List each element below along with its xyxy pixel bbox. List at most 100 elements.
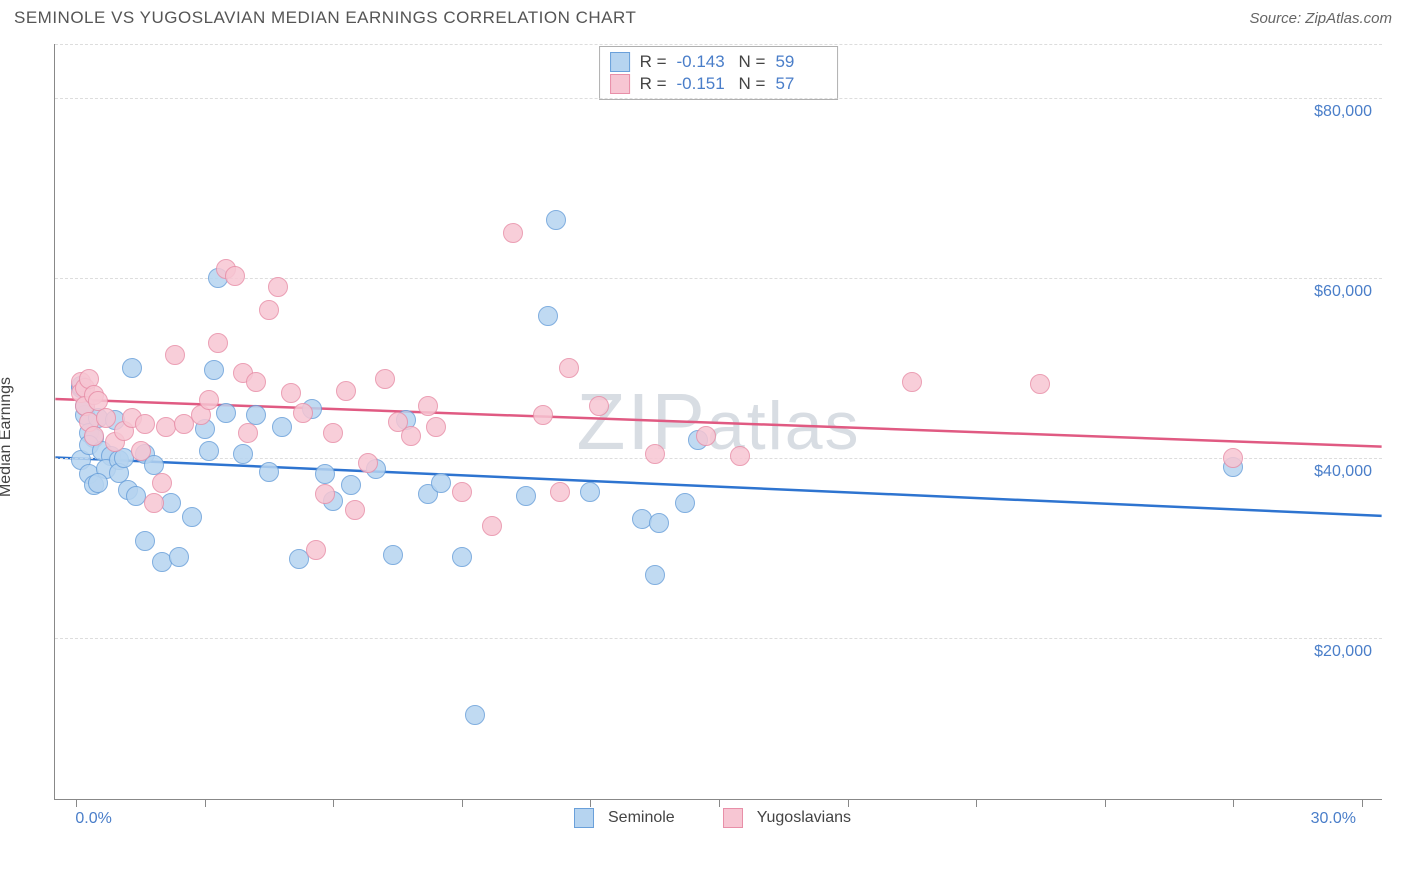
data-point xyxy=(358,453,378,473)
data-point xyxy=(88,473,108,493)
data-point xyxy=(152,473,172,493)
data-point xyxy=(131,441,151,461)
data-point xyxy=(550,482,570,502)
data-point xyxy=(122,358,142,378)
data-point xyxy=(1030,374,1050,394)
x-tick xyxy=(976,799,977,807)
data-point xyxy=(401,426,421,446)
y-tick-label: $60,000 xyxy=(1314,283,1372,301)
data-point xyxy=(293,403,313,423)
data-point xyxy=(649,513,669,533)
data-point xyxy=(546,210,566,230)
data-point xyxy=(902,372,922,392)
data-point xyxy=(482,516,502,536)
data-point xyxy=(383,545,403,565)
data-point xyxy=(452,547,472,567)
x-tick xyxy=(1233,799,1234,807)
data-point xyxy=(315,464,335,484)
data-point xyxy=(306,540,326,560)
data-point xyxy=(272,417,292,437)
x-tick xyxy=(1362,799,1363,807)
data-point xyxy=(225,266,245,286)
legend-swatch-2 xyxy=(723,808,743,828)
plot-area: ZIPatlas R = -0.143 N = 59 R = -0.151 N … xyxy=(54,44,1382,800)
data-point xyxy=(589,396,609,416)
data-point xyxy=(161,493,181,513)
gridline xyxy=(55,278,1382,279)
y-tick-label: $20,000 xyxy=(1314,643,1372,661)
gridline xyxy=(55,458,1382,459)
data-point xyxy=(259,300,279,320)
n-label: N = xyxy=(739,52,766,72)
data-point xyxy=(216,403,236,423)
data-point xyxy=(341,475,361,495)
data-point xyxy=(84,426,104,446)
data-point xyxy=(559,358,579,378)
data-point xyxy=(259,462,279,482)
gridline xyxy=(55,638,1382,639)
y-axis-label: Median Earnings xyxy=(0,377,15,497)
data-point xyxy=(323,423,343,443)
correlation-stats-box: R = -0.143 N = 59 R = -0.151 N = 57 xyxy=(599,46,839,100)
data-point xyxy=(375,369,395,389)
data-point xyxy=(165,345,185,365)
legend-label-1: Seminole xyxy=(608,809,675,827)
data-point xyxy=(281,383,301,403)
y-tick-label: $40,000 xyxy=(1314,463,1372,481)
stats-row-1: R = -0.143 N = 59 xyxy=(610,51,828,73)
data-point xyxy=(465,705,485,725)
data-point xyxy=(246,372,266,392)
r-label: R = xyxy=(640,52,667,72)
source-attribution: Source: ZipAtlas.com xyxy=(1249,10,1392,27)
x-tick xyxy=(205,799,206,807)
data-point xyxy=(645,565,665,585)
data-point xyxy=(208,333,228,353)
r-label: R = xyxy=(640,74,667,94)
data-point xyxy=(135,531,155,551)
data-point xyxy=(345,500,365,520)
x-tick xyxy=(462,799,463,807)
watermark: ZIPatlas xyxy=(576,376,860,468)
series1-r-value: -0.143 xyxy=(677,52,729,72)
x-tick xyxy=(590,799,591,807)
data-point xyxy=(336,381,356,401)
data-point xyxy=(645,444,665,464)
data-point xyxy=(315,484,335,504)
data-point xyxy=(199,390,219,410)
x-tick xyxy=(76,799,77,807)
x-tick xyxy=(719,799,720,807)
series2-n-value: 57 xyxy=(775,74,827,94)
data-point xyxy=(431,473,451,493)
legend-label-2: Yugoslavians xyxy=(757,809,851,827)
data-point xyxy=(503,223,523,243)
series1-n-value: 59 xyxy=(775,52,827,72)
data-point xyxy=(696,426,716,446)
series2-r-value: -0.151 xyxy=(677,74,729,94)
data-point xyxy=(233,444,253,464)
data-point xyxy=(204,360,224,380)
data-point xyxy=(169,547,189,567)
data-point xyxy=(730,446,750,466)
data-point xyxy=(452,482,472,502)
data-point xyxy=(418,396,438,416)
data-point xyxy=(246,405,266,425)
series2-swatch xyxy=(610,74,630,94)
x-axis-min-label: 0.0% xyxy=(75,810,111,828)
x-tick xyxy=(1105,799,1106,807)
data-point xyxy=(516,486,536,506)
y-tick-label: $80,000 xyxy=(1314,103,1372,121)
data-point xyxy=(538,306,558,326)
x-tick xyxy=(848,799,849,807)
chart-container: Median Earnings ZIPatlas R = -0.143 N = … xyxy=(14,32,1392,842)
data-point xyxy=(144,493,164,513)
legend: Seminole Yugoslavians xyxy=(574,808,851,828)
data-point xyxy=(675,493,695,513)
series1-swatch xyxy=(610,52,630,72)
gridline xyxy=(55,98,1382,99)
data-point xyxy=(182,507,202,527)
x-axis-max-label: 30.0% xyxy=(1311,810,1356,828)
stats-row-2: R = -0.151 N = 57 xyxy=(610,73,828,95)
legend-swatch-1 xyxy=(574,808,594,828)
data-point xyxy=(238,423,258,443)
data-point xyxy=(135,414,155,434)
